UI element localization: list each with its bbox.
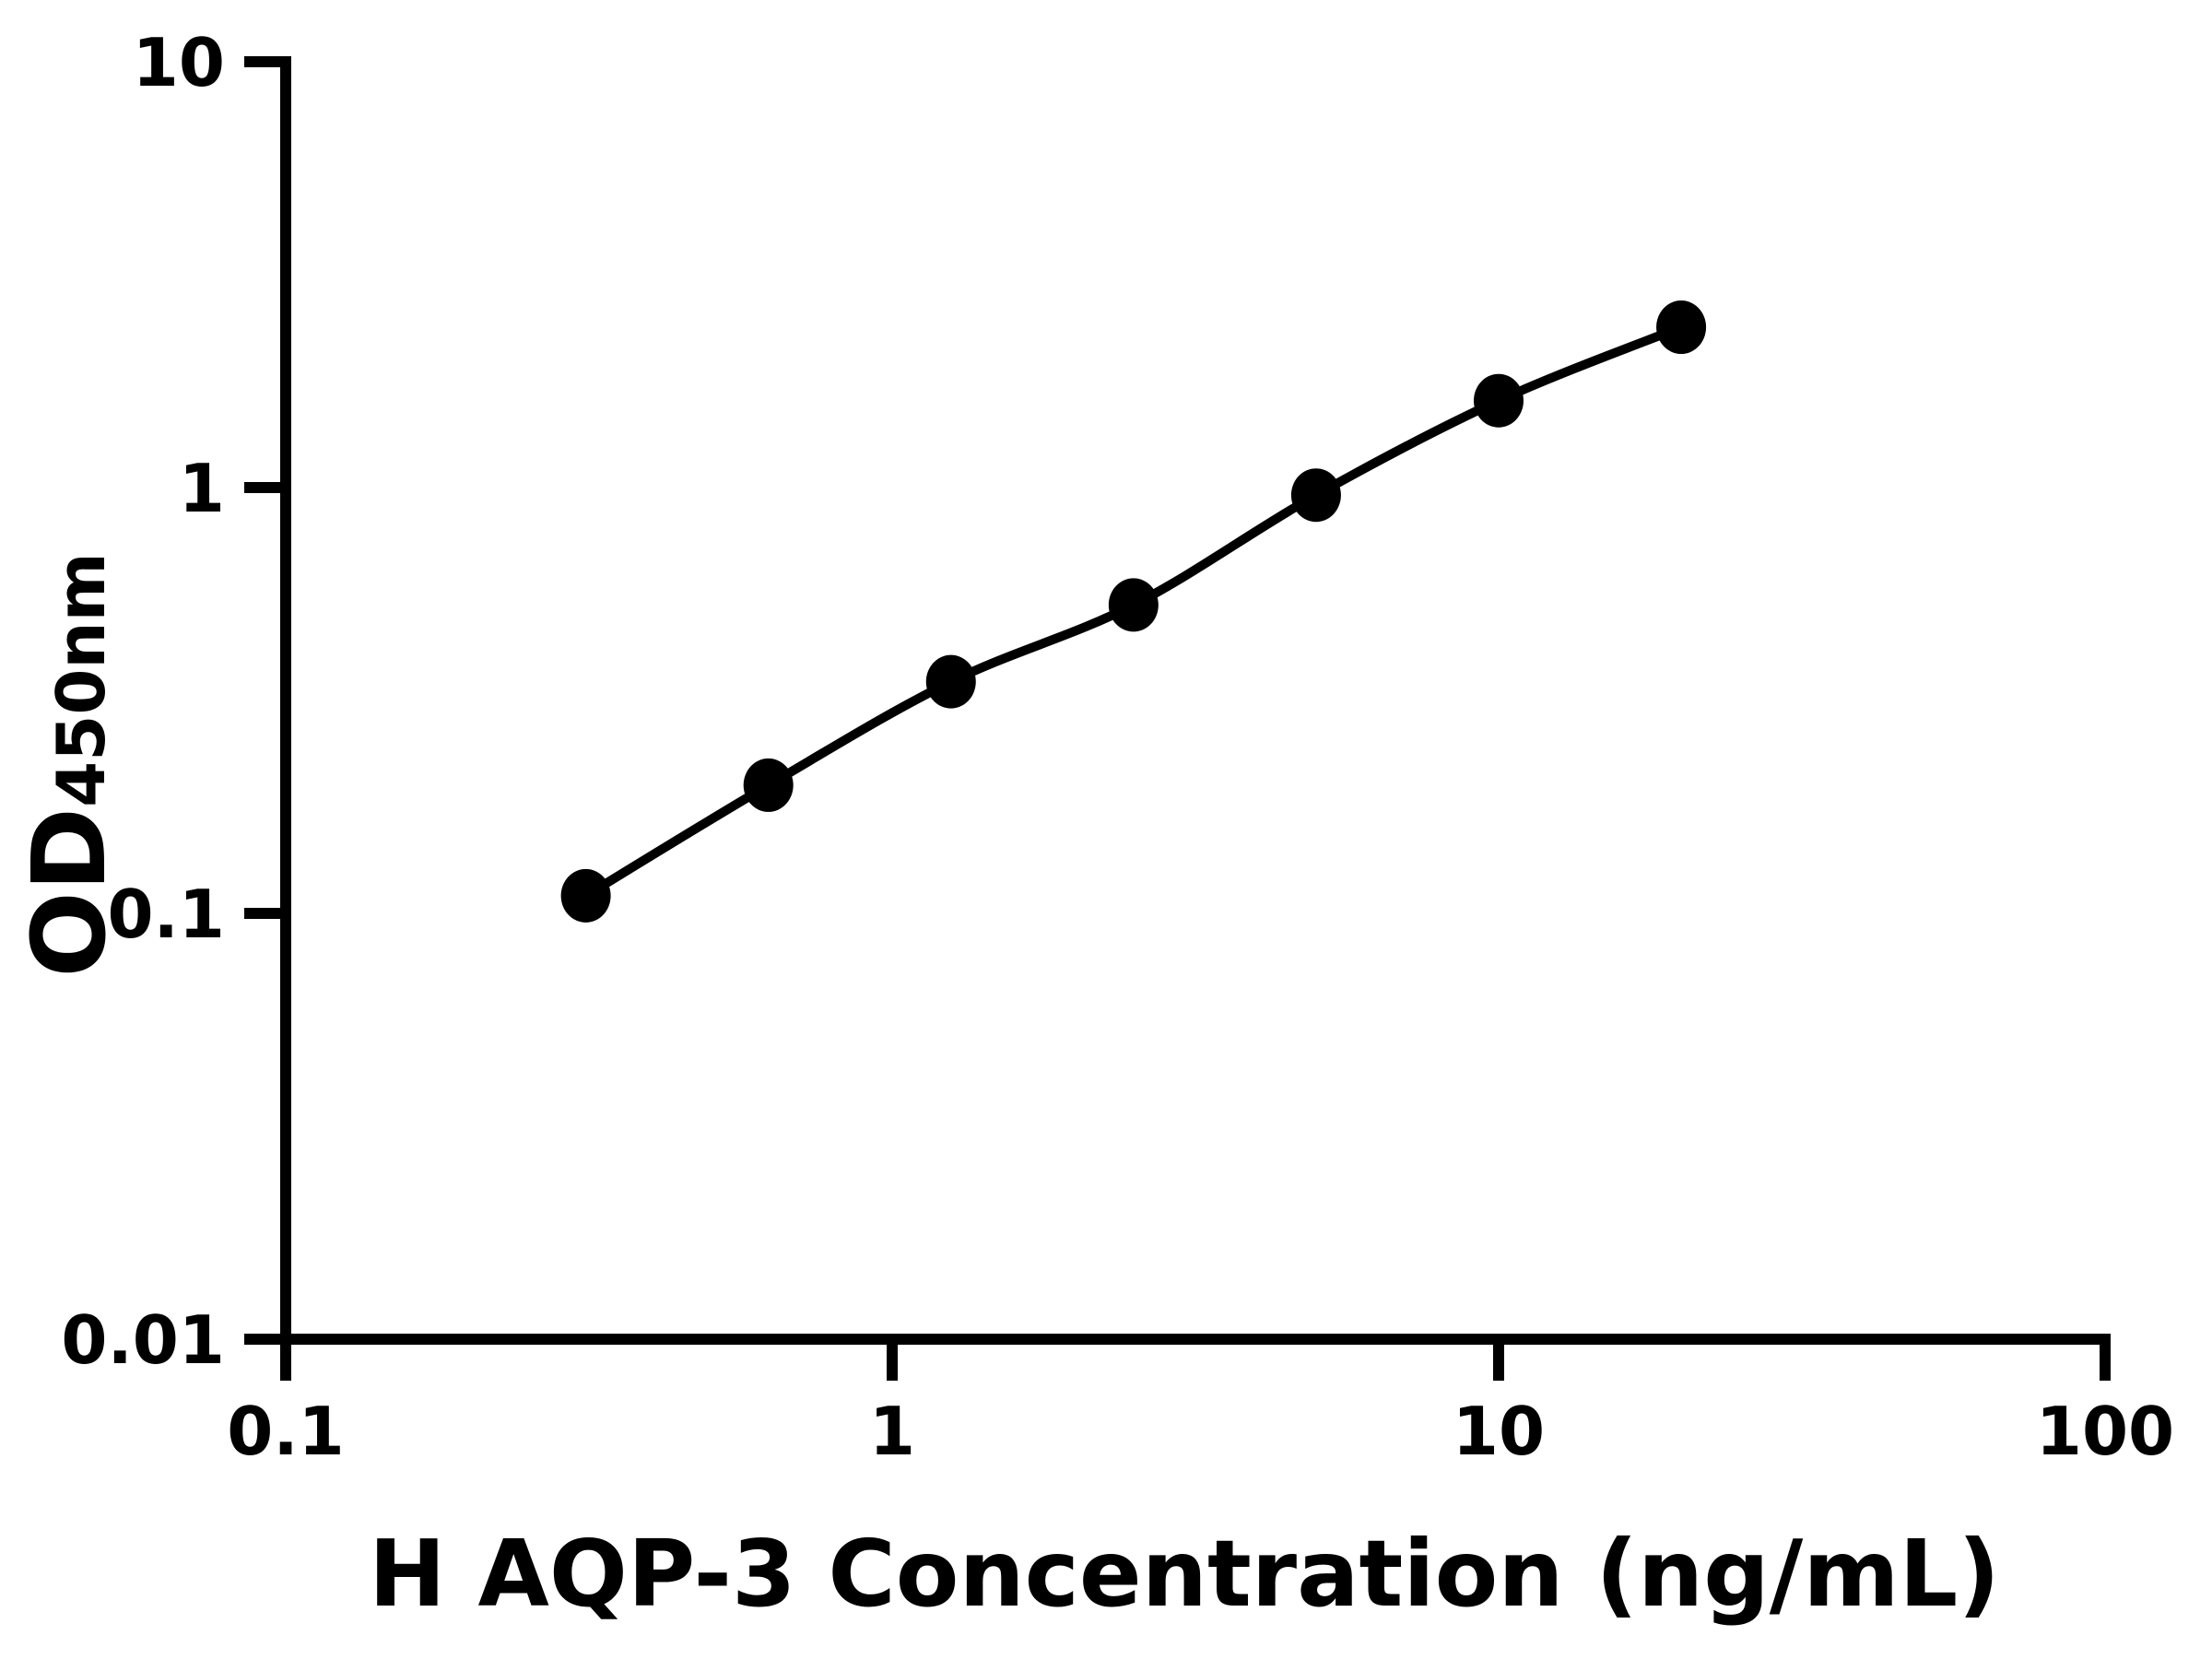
y-axis-title: OD450nm <box>10 552 128 977</box>
data-point <box>1656 300 1707 355</box>
y-tick-label: 1 <box>179 450 225 527</box>
x-tick-label: 10 <box>1453 1393 1545 1470</box>
data-point <box>1474 373 1524 428</box>
data-point <box>743 758 794 812</box>
y-axis-title-main: OD <box>10 807 128 978</box>
data-point <box>560 868 611 923</box>
x-axis-title: H AQP-3 Concentration (ng/mL) <box>369 1520 2000 1628</box>
axes-layer <box>244 56 2111 1381</box>
plot-layer <box>560 300 1707 923</box>
x-tick-label: 100 <box>2036 1393 2174 1470</box>
x-tick-label: 0.1 <box>227 1393 345 1470</box>
y-tick-label: 0.1 <box>107 876 225 953</box>
y-tick-label: 0.01 <box>61 1301 225 1379</box>
x-tick-label: 1 <box>869 1393 915 1470</box>
y-axis-title-sub: 450nm <box>42 552 120 807</box>
data-point <box>1108 578 1159 632</box>
data-point <box>925 654 976 709</box>
y-tick-label: 10 <box>133 24 225 101</box>
data-point <box>1290 468 1341 523</box>
